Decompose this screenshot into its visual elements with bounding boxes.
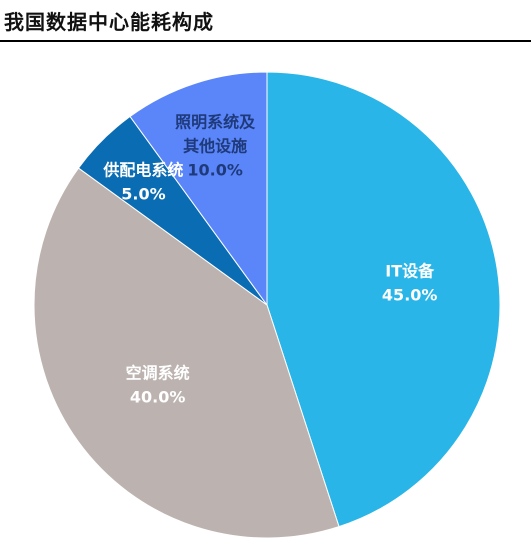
slice-name-label: 其他设施 [183, 136, 247, 155]
pie-slices [33, 71, 501, 539]
slice-value-label: 45.0% [382, 285, 438, 304]
chart-title: 我国数据中心能耗构成 [4, 10, 214, 34]
slice-name-label: IT设备 [385, 261, 435, 280]
slice-value-label: 10.0% [187, 160, 243, 179]
slice-name-label: 空调系统 [126, 363, 190, 382]
slice-name-label: 照明系统及 [175, 112, 256, 131]
pie-slice [129, 71, 268, 307]
pie-slice [33, 167, 340, 539]
title-underline [0, 40, 531, 42]
slice-name-label: 供配电系统 [102, 160, 183, 179]
pie-slice [266, 71, 501, 528]
slice-value-label: 40.0% [130, 387, 186, 406]
slice-value-label: 5.0% [121, 184, 165, 203]
